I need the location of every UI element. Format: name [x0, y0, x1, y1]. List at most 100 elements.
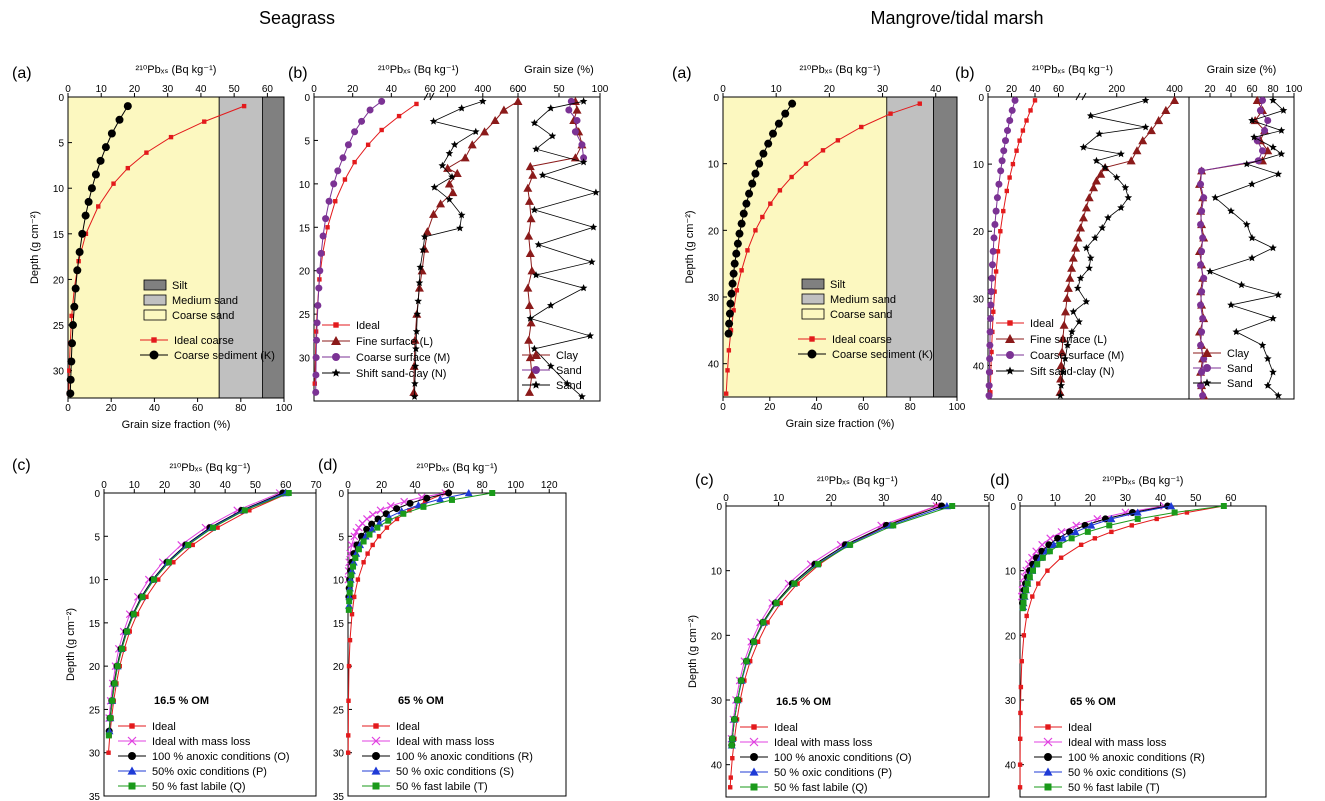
legend-swatch — [143, 309, 167, 321]
data-point — [1014, 148, 1019, 153]
data-point — [348, 572, 355, 579]
data-point — [726, 299, 735, 308]
data-point — [579, 158, 588, 166]
data-point — [1020, 600, 1027, 606]
data-point — [346, 598, 353, 605]
data-point — [190, 542, 195, 548]
data-point — [1197, 301, 1205, 309]
data-point — [1038, 540, 1047, 549]
data-point — [1059, 320, 1069, 329]
data-point — [986, 314, 994, 322]
legend-label: Ideal coarse — [832, 334, 892, 346]
data-point — [1078, 213, 1088, 222]
data-point — [168, 134, 174, 140]
y-tick-label: 35 — [333, 792, 345, 801]
x-tick-label: 0 — [65, 403, 71, 414]
y-tick-label: 10 — [333, 576, 345, 587]
y-tick-label: 0 — [1010, 502, 1016, 513]
data-point — [1121, 183, 1130, 191]
data-point — [363, 525, 371, 533]
x-tick-label: 20 — [764, 402, 776, 413]
x-tick-label: 60 — [1225, 493, 1237, 504]
legend-label: Ideal — [774, 722, 798, 734]
data-point — [1091, 176, 1101, 185]
legend-marker — [1044, 753, 1052, 761]
data-point — [589, 223, 598, 231]
data-point — [185, 541, 192, 548]
data-point — [1019, 659, 1024, 664]
data-point — [1030, 594, 1035, 599]
data-point — [547, 104, 555, 112]
legend-label: Coarse sand — [830, 309, 892, 321]
legend-label: Ideal coarse — [174, 335, 234, 347]
legend-label: 100 % anoxic conditions (R) — [396, 751, 533, 763]
data-point — [986, 355, 994, 363]
data-point — [1024, 118, 1029, 123]
legend-marker — [333, 322, 339, 328]
legend-label: Ideal — [356, 320, 380, 332]
legend-label: 100 % anoxic conditions (O) — [774, 752, 912, 764]
data-point — [134, 612, 140, 617]
data-point — [1199, 314, 1207, 322]
data-point — [210, 524, 217, 531]
data-point — [1049, 540, 1058, 548]
x-tick-label: 60 — [858, 402, 870, 413]
data-point — [1082, 244, 1091, 252]
x-tick-label: 100 — [507, 480, 524, 491]
x-tick-label: 40 — [811, 402, 823, 413]
x-tick-label: 30 — [189, 480, 201, 491]
data-point — [1054, 534, 1062, 542]
x-tick-label: 0 — [345, 480, 351, 491]
top-axis-title: ²¹⁰Pbₓₛ (Bq kg⁻¹) — [170, 462, 251, 474]
data-point — [526, 214, 536, 223]
top-axis-title: ²¹⁰Pbₓₛ (Bq kg⁻¹) — [800, 64, 881, 76]
data-point — [1002, 137, 1010, 145]
panel-cd: 0 10 20 30 40 0 10 20 30 40 50 ²¹⁰Pbₓₛ (Bq kg⁻¹) Dep… — [687, 475, 995, 798]
data-point — [1056, 374, 1066, 383]
data-point — [728, 785, 733, 790]
data-point — [96, 156, 105, 165]
data-point — [396, 113, 402, 119]
data-point — [835, 138, 841, 143]
data-point — [414, 501, 423, 509]
legend-label: Shift sand-clay (N) — [356, 368, 446, 380]
data-point — [68, 321, 77, 330]
data-point — [1086, 254, 1095, 262]
data-point — [66, 375, 75, 384]
data-point — [1071, 243, 1081, 252]
top-axis-title: ²¹⁰Pbₓₛ (Bq kg⁻¹) — [136, 64, 217, 76]
data-point — [423, 494, 431, 502]
x-tick-label: 50 — [229, 84, 241, 95]
data-point — [526, 318, 536, 327]
legend-label: Coarse sand — [172, 310, 234, 322]
data-point — [859, 124, 864, 130]
data-point — [1084, 528, 1091, 535]
x-tick-label: 60 — [280, 480, 292, 491]
data-point — [448, 172, 456, 181]
data-point — [1021, 633, 1027, 638]
legend-label: Clay — [1227, 348, 1250, 360]
y-tick-label: 20 — [89, 662, 101, 673]
data-point — [877, 521, 886, 530]
data-point — [107, 129, 116, 138]
x-tick-label: 0 — [985, 84, 991, 95]
data-point — [410, 335, 420, 344]
legend-marker — [749, 767, 759, 776]
data-point — [1076, 274, 1085, 282]
data-point — [1232, 327, 1241, 336]
data-point — [1134, 515, 1141, 522]
legend-marker — [531, 380, 541, 389]
data-point — [730, 259, 739, 268]
data-point — [144, 594, 149, 600]
data-point — [414, 101, 419, 107]
y-axis-title: Depth (g cm⁻²) — [684, 210, 696, 283]
x-tick-label: 40 — [386, 84, 398, 95]
data-point — [753, 228, 758, 233]
data-point — [1017, 138, 1022, 143]
data-point — [368, 520, 376, 528]
data-point — [571, 128, 579, 136]
data-point — [1263, 381, 1272, 389]
data-point — [724, 329, 733, 338]
legend-marker — [127, 766, 137, 775]
